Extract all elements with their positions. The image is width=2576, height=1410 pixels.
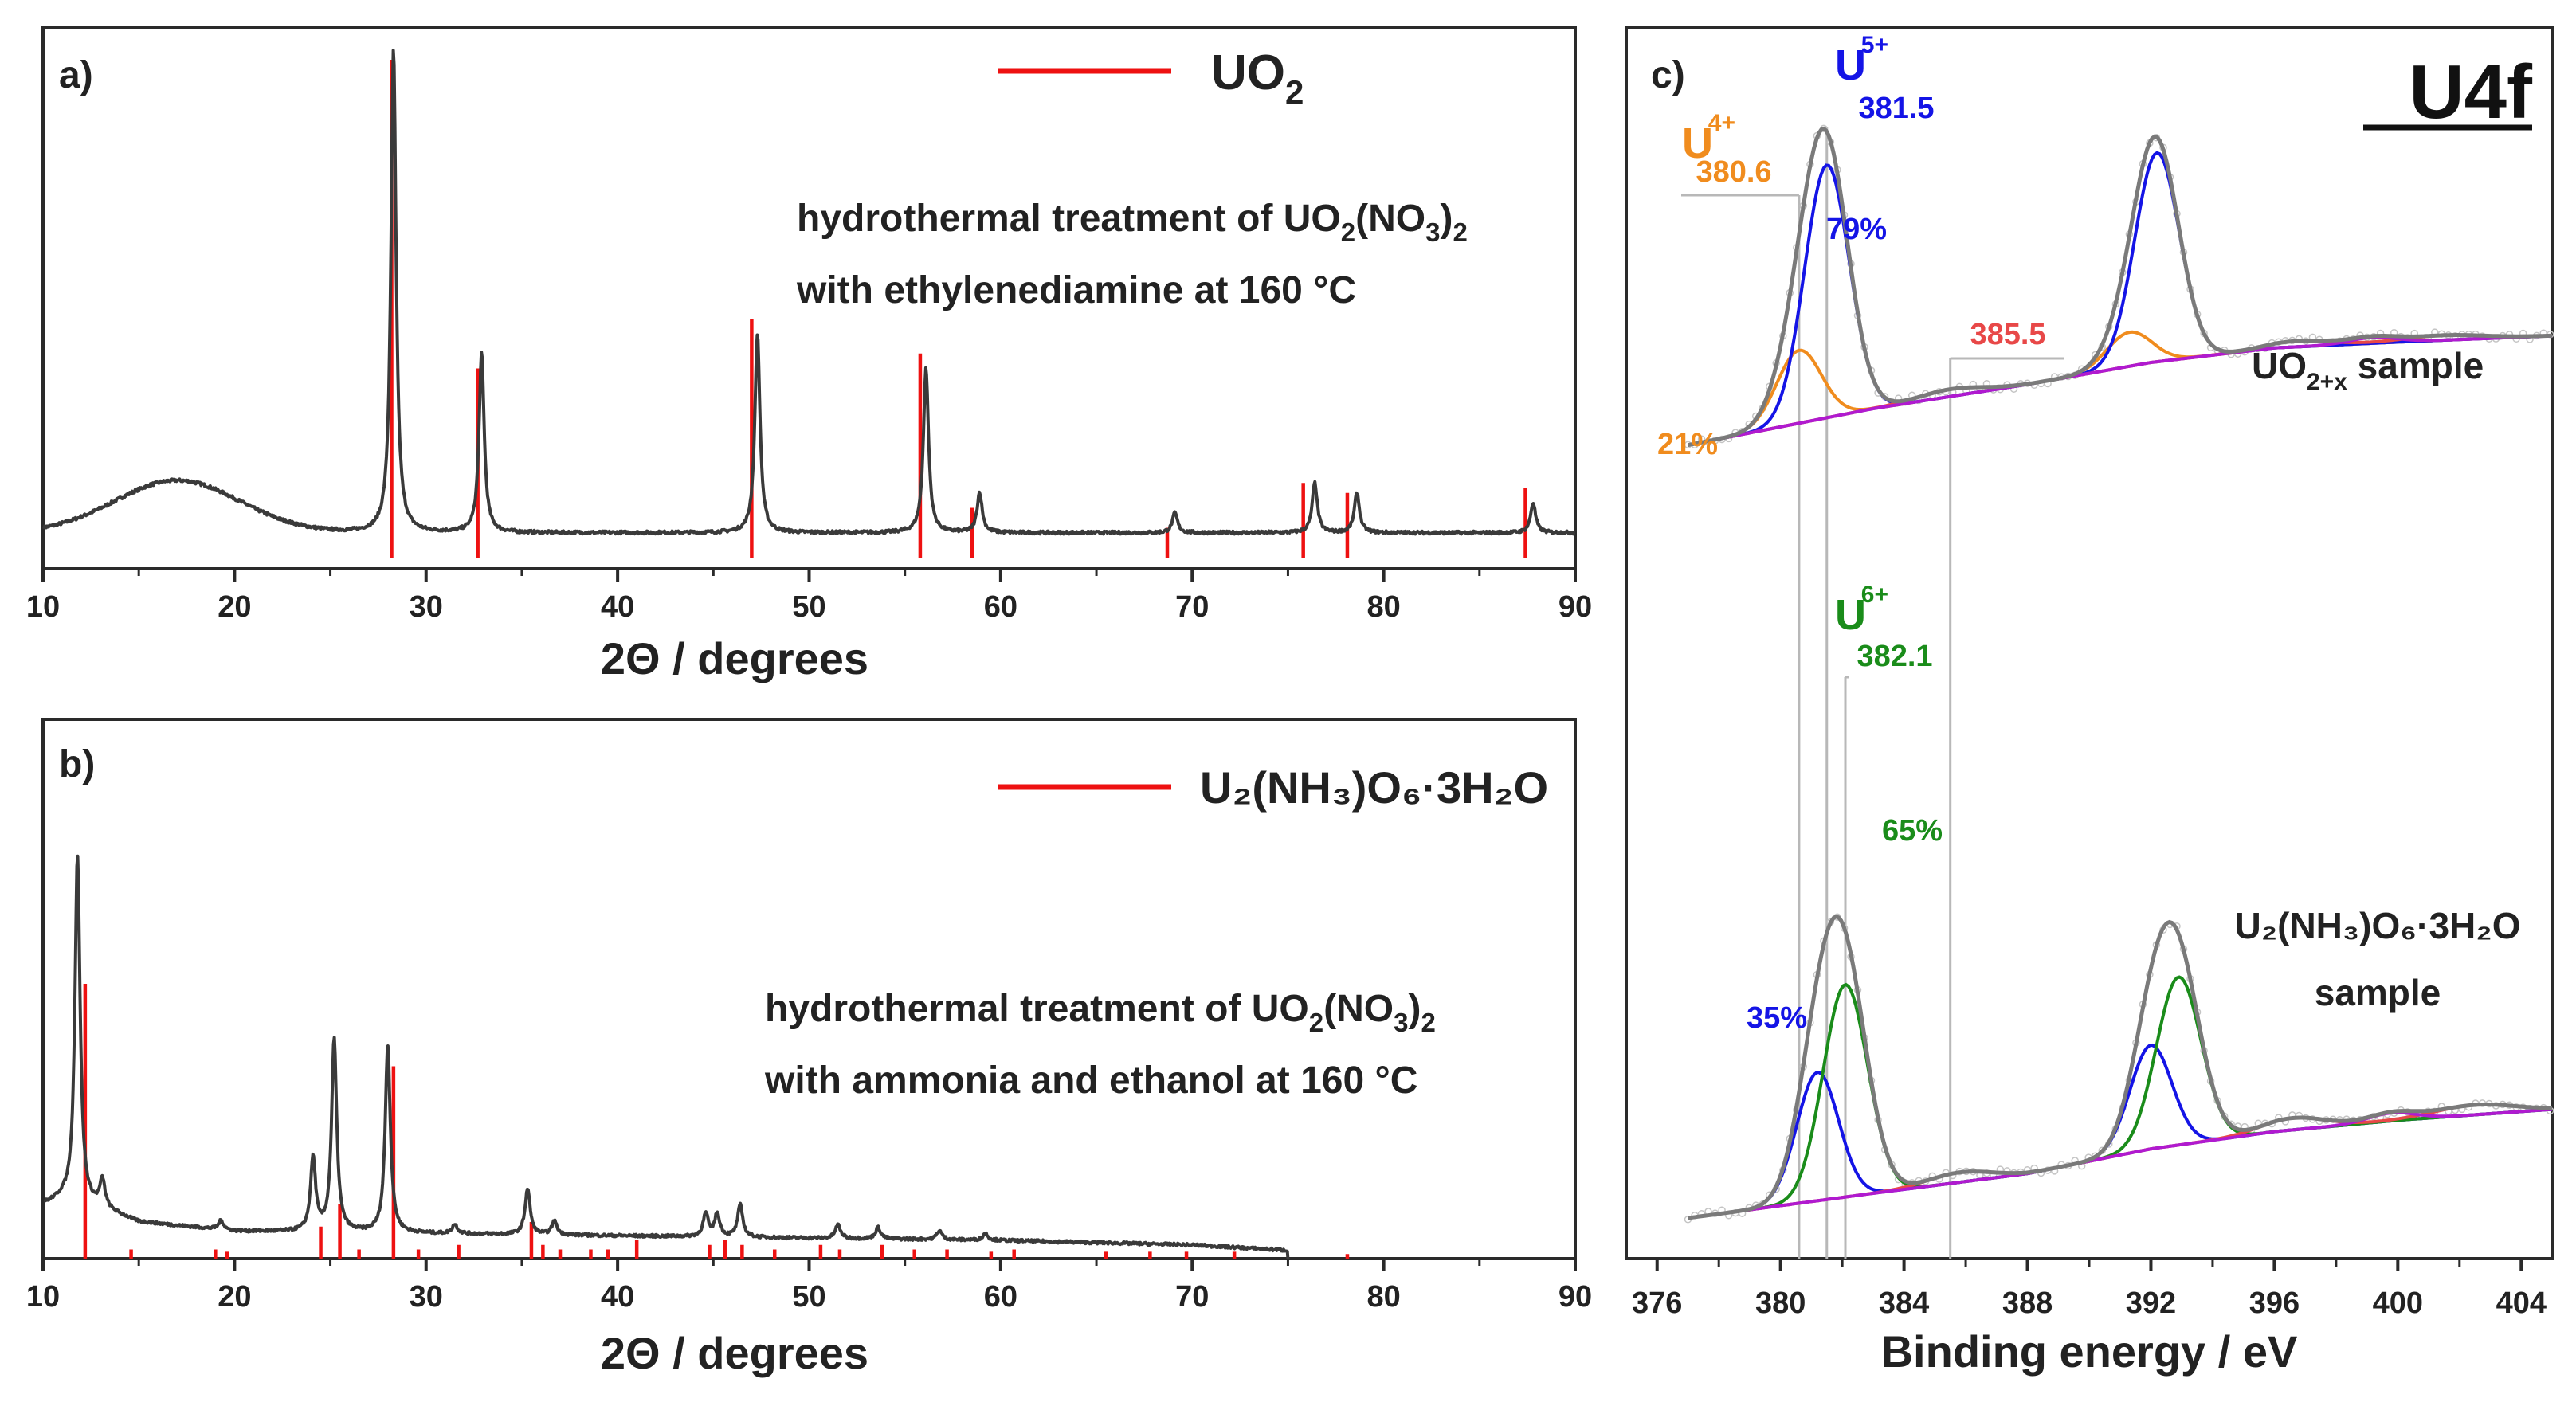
panel-a-annotation-line2: with ethylenediamine at 160 °C xyxy=(796,269,1356,311)
panel-b-x-axis-label: 2Θ / degrees xyxy=(601,1328,868,1378)
panel-c-title: U4f xyxy=(2409,49,2533,135)
panel-a-x-tick-label: 40 xyxy=(601,590,634,624)
panel-a: 10 20 30 40 50 60 70 80 90 a) UO2 hydrothermal t… xyxy=(26,26,1592,683)
panel-c-binding-energy-label: 385.5 xyxy=(1970,318,2045,351)
panel-b-x-tick-label: 60 xyxy=(984,1280,1017,1314)
panel-c-sample-label: U₂(NH₃)O₆·3H₂O xyxy=(2234,905,2520,946)
panel-b-x-tick-label: 80 xyxy=(1366,1280,1400,1314)
panel-c-component-U6+-1 xyxy=(1688,975,2553,1220)
panel-c-x-tick-label: 396 xyxy=(2249,1287,2300,1320)
panel-a-x-tick-label: 30 xyxy=(410,590,443,624)
panel-b-x-tick-label: 50 xyxy=(792,1280,825,1314)
panel-a-x-tick-label: 50 xyxy=(792,590,825,624)
panel-c-binding-energy-label: 381.5 xyxy=(1858,92,1934,125)
panel-b: 10 20 30 40 50 60 70 80 90 b) U₂(NH₃)O₆·3H₂O hyd… xyxy=(26,718,1592,1378)
panel-c-species-charge: 5+ xyxy=(1861,32,1888,58)
panel-b-x-tick-label: 20 xyxy=(218,1280,251,1314)
panel-b-label: b) xyxy=(59,743,95,785)
panel-c-binding-energy-label: 380.6 xyxy=(1696,155,1771,189)
panel-c-component-U5+-0 xyxy=(1688,151,2553,447)
panel-c-species-charge: 4+ xyxy=(1708,110,1735,136)
panel-c-x-tick-label: 392 xyxy=(2126,1287,2176,1320)
panel-b-x-ticks: 10 20 30 40 50 60 70 80 90 xyxy=(26,1259,1592,1314)
panel-c-species-label: U xyxy=(1682,119,1713,167)
panel-b-x-tick-label: 90 xyxy=(1559,1280,1592,1314)
panel-b-x-tick-label: 10 xyxy=(26,1280,60,1314)
panel-a-x-tick-label: 90 xyxy=(1559,590,1592,624)
panel-c-x-tick-label: 388 xyxy=(2002,1287,2053,1320)
panel-c-x-tick-label: 380 xyxy=(1755,1287,1806,1320)
panel-a-x-tick-label: 70 xyxy=(1175,590,1209,624)
panel-c-envelope-1 xyxy=(1688,914,2552,1220)
panel-a-x-tick-label: 80 xyxy=(1366,590,1400,624)
panel-b-x-tick-label: 70 xyxy=(1175,1280,1209,1314)
panel-b-annotation-line2: with ammonia and ethanol at 160 °C xyxy=(764,1059,1417,1102)
panel-c-sample-label: UO2+x sample xyxy=(2252,345,2484,395)
panel-c-label: c) xyxy=(1651,54,1685,96)
panel-b-annotation-line1: hydrothermal treatment of UO2(NO3)2 xyxy=(765,988,1436,1037)
panel-a-x-tick-label: 20 xyxy=(218,590,251,624)
panel-a-x-axis-label: 2Θ / degrees xyxy=(601,633,868,683)
panel-a-measured-curve xyxy=(42,49,1576,536)
panel-c-sample-label-tail: sample xyxy=(2315,972,2441,1013)
panel-c-percent-label: 65% xyxy=(1882,814,1943,848)
panel-c-percent-label: 79% xyxy=(1826,213,1887,246)
panel-c-x-ticks: 376 380 384 388 392 396 400 404 xyxy=(1632,1259,2547,1320)
panel-a-x-ticks: 10 20 30 40 50 60 70 80 90 xyxy=(26,569,1592,624)
panel-c-component-satellite-2-0 xyxy=(1688,334,2553,447)
panel-c-labels: U4+380.6U5+381.5U6+382.1385.521%79%35%65… xyxy=(1657,32,2521,1035)
panel-c-x-axis-label: Binding energy / eV xyxy=(1881,1326,2298,1377)
panel-a-legend-label: UO2 xyxy=(1211,45,1304,111)
panel-a-label: a) xyxy=(59,54,93,96)
panel-c-envelope-0 xyxy=(1688,126,2553,448)
panel-c-x-tick-label: 384 xyxy=(1879,1287,1929,1320)
panel-c-species-label: U xyxy=(1835,41,1866,89)
panel-b-x-tick-label: 30 xyxy=(410,1280,443,1314)
panel-c-curves xyxy=(1684,124,2554,1224)
panel-b-x-tick-label: 40 xyxy=(601,1280,634,1314)
panel-c-x-tick-label: 376 xyxy=(1632,1287,1682,1320)
panel-c-species-label: U xyxy=(1835,591,1866,639)
panel-c-x-tick-label: 404 xyxy=(2496,1287,2547,1320)
panel-c-x-tick-label: 400 xyxy=(2373,1287,2423,1320)
panel-c-binding-energy-label: 382.1 xyxy=(1857,640,1932,673)
panel-b-frame xyxy=(41,718,1577,1260)
panel-a-frame xyxy=(41,26,1577,570)
panel-c-percent-label: 35% xyxy=(1747,1001,1807,1035)
panel-b-measured-curve xyxy=(43,854,1290,1259)
panel-c-percent-label: 21% xyxy=(1657,428,1718,461)
panel-a-x-tick-label: 10 xyxy=(26,590,60,624)
panel-c-component-satellite-2-1 xyxy=(1688,1107,2553,1220)
panel-a-x-tick-label: 60 xyxy=(984,590,1017,624)
panel-c-species-charge: 6+ xyxy=(1861,582,1888,608)
panel-c-frame xyxy=(1625,26,2554,1260)
panel-b-legend-label: U₂(NH₃)O₆·3H₂O xyxy=(1200,762,1548,813)
panel-b-reference-sticks xyxy=(83,984,1350,1259)
panel-a-annotation-line1: hydrothermal treatment of UO2(NO3)2 xyxy=(797,198,1468,247)
panel-c: 376 380 384 388 392 396 400 404 U4+380.6U5+381.… xyxy=(1625,26,2554,1377)
